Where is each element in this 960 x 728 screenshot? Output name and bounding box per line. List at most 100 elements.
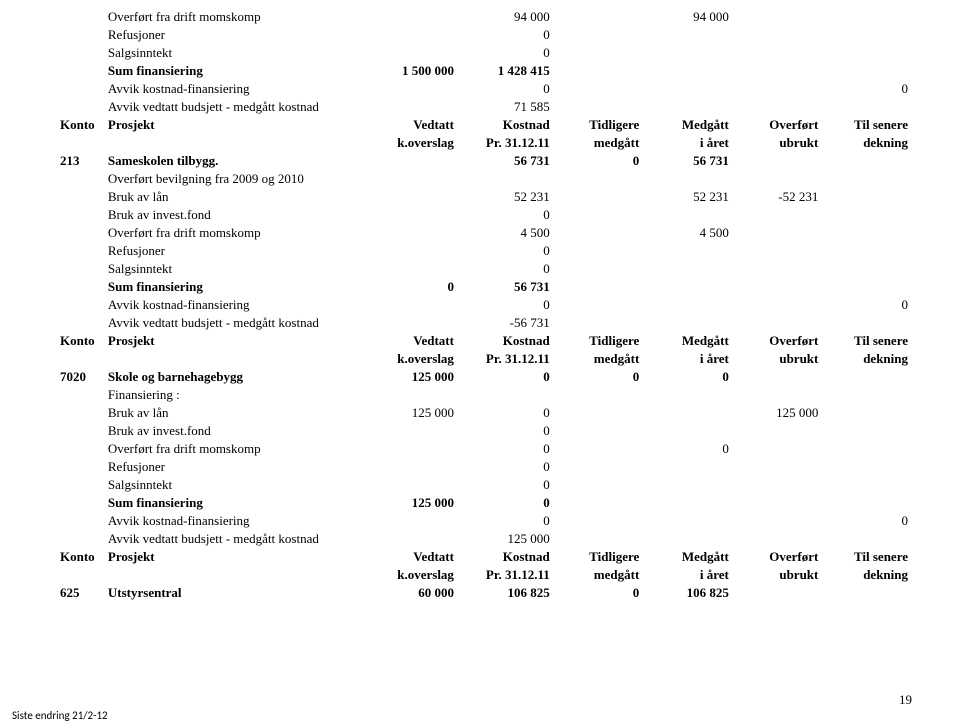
- cell-value: [554, 170, 644, 188]
- cell-konto: [56, 530, 104, 548]
- cell-label: Avvik kostnad-finansiering: [104, 512, 369, 530]
- cell-value: [733, 8, 823, 26]
- table-row: Avvik kostnad-finansiering00: [56, 512, 912, 530]
- cell-value: dekning: [822, 566, 912, 584]
- cell-value: [822, 44, 912, 62]
- cell-value: 4 500: [643, 224, 733, 242]
- table-row: Avvik kostnad-finansiering00: [56, 296, 912, 314]
- cell-value: [822, 440, 912, 458]
- table-row: Bruk av invest.fond0: [56, 206, 912, 224]
- cell-value: [822, 530, 912, 548]
- cell-konto: [56, 26, 104, 44]
- cell-value: k.overslag: [368, 134, 458, 152]
- cell-value: [733, 494, 823, 512]
- cell-value: [733, 440, 823, 458]
- cell-value: [733, 206, 823, 224]
- cell-konto: [56, 188, 104, 206]
- cell-value: 1 428 415: [458, 62, 554, 80]
- cell-value: 0: [458, 242, 554, 260]
- cell-value: [368, 476, 458, 494]
- cell-value: Vedtatt: [368, 548, 458, 566]
- table-header-row: KontoProsjektVedtattKostnadTidligereMedg…: [56, 548, 912, 566]
- cell-value: [643, 494, 733, 512]
- cell-value: 0: [458, 422, 554, 440]
- cell-value: [822, 476, 912, 494]
- cell-label: Sum finansiering: [104, 494, 369, 512]
- cell-konto: [56, 260, 104, 278]
- cell-value: [733, 44, 823, 62]
- cell-label: Finansiering :: [104, 386, 369, 404]
- cell-value: Medgått: [643, 116, 733, 134]
- cell-value: [368, 314, 458, 332]
- cell-konto: [56, 62, 104, 80]
- cell-label: Avvik vedtatt budsjett - medgått kostnad: [104, 98, 369, 116]
- cell-value: [733, 26, 823, 44]
- cell-konto: [56, 224, 104, 242]
- cell-label: Overført fra drift momskomp: [104, 440, 369, 458]
- cell-value: -56 731: [458, 314, 554, 332]
- cell-value: [733, 260, 823, 278]
- cell-value: [733, 422, 823, 440]
- cell-value: [822, 62, 912, 80]
- cell-value: [822, 152, 912, 170]
- cell-value: 4 500: [458, 224, 554, 242]
- table-row: Avvik kostnad-finansiering00: [56, 80, 912, 98]
- cell-value: [368, 188, 458, 206]
- cell-label: Prosjekt: [104, 548, 369, 566]
- cell-value: [554, 26, 644, 44]
- cell-value: Tidligere: [554, 548, 644, 566]
- cell-value: Medgått: [643, 548, 733, 566]
- cell-konto: [56, 44, 104, 62]
- table-row: Refusjoner0: [56, 242, 912, 260]
- cell-konto: [56, 458, 104, 476]
- cell-value: [368, 224, 458, 242]
- cell-label: [104, 350, 369, 368]
- cell-label: Prosjekt: [104, 116, 369, 134]
- cell-value: i året: [643, 134, 733, 152]
- cell-value: [554, 314, 644, 332]
- cell-label: Refusjoner: [104, 26, 369, 44]
- cell-konto: [56, 206, 104, 224]
- cell-value: ubrukt: [733, 350, 823, 368]
- cell-label: [104, 134, 369, 152]
- cell-value: Pr. 31.12.11: [458, 134, 554, 152]
- cell-konto: [56, 296, 104, 314]
- table-row: Bruk av invest.fond0: [56, 422, 912, 440]
- cell-value: [554, 476, 644, 494]
- cell-value: 56 731: [458, 152, 554, 170]
- cell-value: [822, 584, 912, 602]
- cell-value: 60 000: [368, 584, 458, 602]
- cell-value: 125 000: [733, 404, 823, 422]
- cell-value: [733, 242, 823, 260]
- cell-value: 0: [458, 404, 554, 422]
- cell-konto: 213: [56, 152, 104, 170]
- footer-text: Siste endring 21/2-12: [12, 709, 108, 722]
- cell-value: [822, 386, 912, 404]
- cell-value: Kostnad: [458, 548, 554, 566]
- cell-value: [733, 368, 823, 386]
- cell-value: 94 000: [458, 8, 554, 26]
- cell-value: [554, 296, 644, 314]
- cell-konto: [56, 422, 104, 440]
- cell-value: [643, 62, 733, 80]
- cell-konto: [56, 278, 104, 296]
- cell-value: [643, 422, 733, 440]
- cell-value: [733, 476, 823, 494]
- cell-value: [822, 188, 912, 206]
- table-header-row: KontoProsjektVedtattKostnadTidligereMedg…: [56, 116, 912, 134]
- cell-value: [554, 404, 644, 422]
- cell-konto: [56, 386, 104, 404]
- cell-value: 125 000: [458, 530, 554, 548]
- cell-value: [822, 314, 912, 332]
- cell-value: ubrukt: [733, 566, 823, 584]
- cell-value: [822, 404, 912, 422]
- cell-value: [368, 26, 458, 44]
- cell-value: i året: [643, 350, 733, 368]
- cell-value: 71 585: [458, 98, 554, 116]
- cell-value: 0: [822, 512, 912, 530]
- cell-value: 0: [643, 368, 733, 386]
- cell-value: [368, 80, 458, 98]
- cell-value: [368, 386, 458, 404]
- cell-value: 106 825: [458, 584, 554, 602]
- page-number: 19: [899, 692, 912, 708]
